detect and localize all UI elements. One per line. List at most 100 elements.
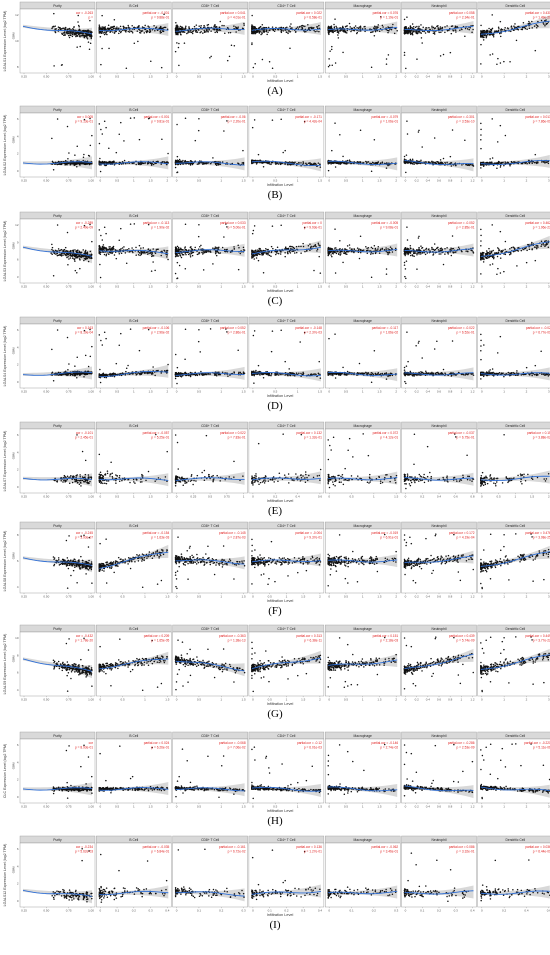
data-point <box>499 35 502 38</box>
data-point <box>189 254 192 256</box>
data-point <box>472 28 474 31</box>
x-tick-label: 2 <box>395 75 397 79</box>
data-point <box>253 225 256 227</box>
data-point <box>108 249 110 251</box>
data-point <box>524 162 527 164</box>
data-point <box>370 276 373 279</box>
data-point <box>335 29 337 32</box>
data-point <box>128 247 130 250</box>
data-point <box>370 246 373 249</box>
data-point <box>261 31 263 33</box>
data-point <box>101 14 103 17</box>
data-point <box>82 159 84 162</box>
data-point <box>381 24 384 27</box>
data-point <box>346 245 349 247</box>
data-point <box>133 223 136 225</box>
data-point <box>166 28 169 31</box>
data-point <box>208 29 210 31</box>
data-point <box>373 139 376 141</box>
x-tick-label: 0.5 <box>344 285 349 289</box>
data-point <box>252 31 255 34</box>
data-point <box>426 27 428 29</box>
data-point <box>302 245 305 248</box>
data-point <box>406 16 408 18</box>
data-point <box>419 28 422 30</box>
data-point <box>378 30 381 33</box>
x-tick-label: 1.5 <box>318 179 323 183</box>
data-point <box>109 162 112 164</box>
data-point <box>108 147 110 150</box>
data-point <box>272 247 274 250</box>
data-point <box>109 27 112 29</box>
data-point <box>85 256 87 258</box>
x-tick-label: 1.2 <box>470 75 475 79</box>
panel-frame <box>401 8 477 74</box>
data-point <box>337 34 339 36</box>
data-point <box>335 161 337 164</box>
data-point <box>106 27 109 29</box>
data-point <box>286 163 289 166</box>
data-point <box>526 28 528 31</box>
data-point <box>102 244 105 246</box>
data-point <box>344 252 347 254</box>
data-point <box>209 251 212 253</box>
data-point <box>140 30 142 32</box>
data-point <box>56 254 59 257</box>
data-point <box>499 124 502 127</box>
data-point <box>328 30 330 32</box>
data-point <box>243 24 245 26</box>
data-point <box>528 20 530 23</box>
data-point <box>100 63 102 66</box>
data-point <box>359 129 362 132</box>
data-point <box>78 251 80 254</box>
data-point <box>212 247 214 249</box>
data-point <box>341 248 344 250</box>
stat-p: p = 4.01e-01 <box>228 16 246 20</box>
data-point <box>51 253 53 255</box>
data-point <box>431 26 433 29</box>
data-point <box>365 160 367 163</box>
data-point <box>64 246 67 249</box>
data-point <box>129 223 132 225</box>
data-point <box>176 159 179 161</box>
data-point <box>252 30 254 33</box>
data-point <box>177 248 179 250</box>
trend-line <box>328 26 398 31</box>
data-point <box>111 247 113 249</box>
data-point <box>89 19 91 22</box>
x-tick-label: 0 <box>176 285 178 289</box>
data-point <box>178 42 180 45</box>
data-point <box>233 248 236 250</box>
data-point <box>59 26 61 29</box>
data-point <box>480 43 482 46</box>
data-point <box>514 26 516 29</box>
data-point <box>182 30 185 33</box>
data-point <box>157 160 159 163</box>
data-point <box>536 162 538 165</box>
data-point <box>540 19 543 22</box>
data-point <box>342 51 344 54</box>
data-point <box>316 30 318 32</box>
data-point <box>366 252 369 255</box>
data-point <box>108 246 110 248</box>
panel-title: B Cell <box>129 108 138 112</box>
data-point <box>460 28 463 30</box>
data-point <box>409 244 412 247</box>
x-tick-label: 0 <box>176 179 178 183</box>
data-point <box>160 66 163 69</box>
data-point <box>334 122 336 124</box>
data-point <box>64 26 67 29</box>
data-point <box>55 253 57 255</box>
data-point <box>335 25 337 28</box>
data-point <box>210 55 212 58</box>
data-point <box>543 161 545 163</box>
data-point <box>51 27 53 30</box>
x-tick-label: 0.2 <box>415 179 420 183</box>
data-point <box>305 30 307 33</box>
data-point <box>409 32 411 34</box>
x-tick-label: 0 <box>481 75 483 79</box>
data-point <box>411 158 414 161</box>
data-point <box>160 27 163 29</box>
data-point <box>442 157 445 160</box>
data-point <box>205 251 208 254</box>
